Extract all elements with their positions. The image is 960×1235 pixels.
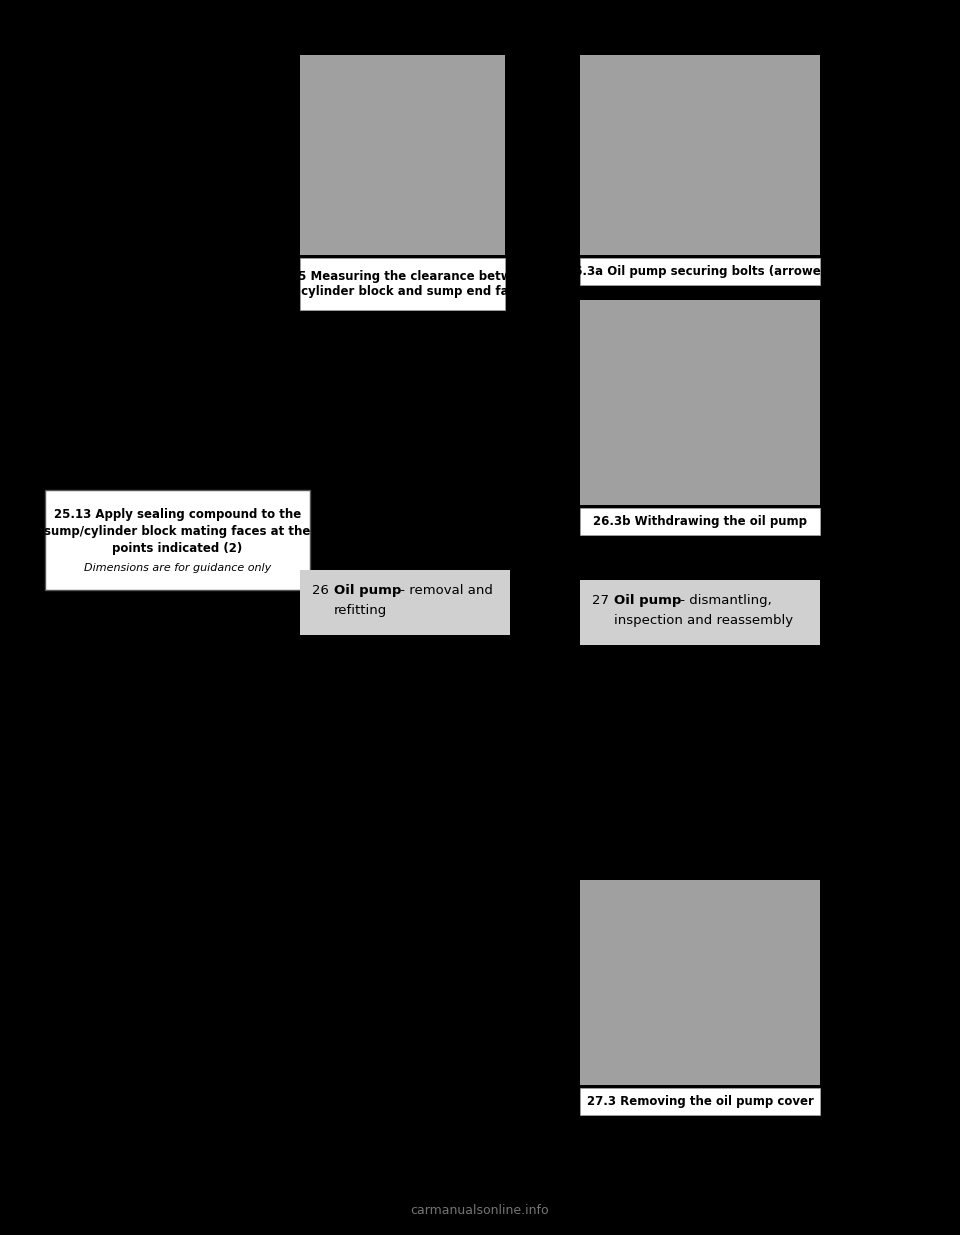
Text: 25.13 Apply sealing compound to the: 25.13 Apply sealing compound to the	[54, 508, 301, 521]
Bar	[580, 56, 820, 254]
Bar	[580, 300, 820, 505]
Text: points indicated (2): points indicated (2)	[112, 542, 243, 555]
Text: inspection and reassembly: inspection and reassembly	[614, 614, 793, 627]
Text: Oil pump: Oil pump	[614, 594, 682, 606]
Text: 26.3a Oil pump securing bolts (arrowed): 26.3a Oil pump securing bolts (arrowed)	[565, 266, 834, 278]
Text: 27.3 Removing the oil pump cover: 27.3 Removing the oil pump cover	[587, 1095, 813, 1108]
Text: Oil pump: Oil pump	[334, 584, 401, 597]
Bar	[580, 508, 820, 535]
Bar	[300, 56, 505, 254]
Text: - removal and: - removal and	[396, 584, 492, 597]
Bar	[300, 571, 510, 635]
Text: 26: 26	[312, 584, 337, 597]
Text: 25.15 Measuring the clearance between
the cylinder block and sump end faces: 25.15 Measuring the clearance between th…	[269, 270, 536, 298]
Text: 26.3b Withdrawing the oil pump: 26.3b Withdrawing the oil pump	[593, 515, 807, 529]
Bar	[45, 490, 310, 590]
Bar	[580, 1088, 820, 1115]
Bar	[580, 881, 820, 1086]
Text: - dismantling,: - dismantling,	[676, 594, 772, 606]
Bar	[580, 580, 820, 645]
Text: 27: 27	[592, 594, 617, 606]
Text: refitting: refitting	[334, 604, 387, 618]
Text: Dimensions are for guidance only: Dimensions are for guidance only	[84, 563, 271, 573]
Bar	[300, 258, 505, 310]
Text: sump/cylinder block mating faces at the: sump/cylinder block mating faces at the	[44, 525, 311, 538]
Text: carmanualsonline.info: carmanualsonline.info	[411, 1203, 549, 1216]
Bar	[580, 258, 820, 285]
